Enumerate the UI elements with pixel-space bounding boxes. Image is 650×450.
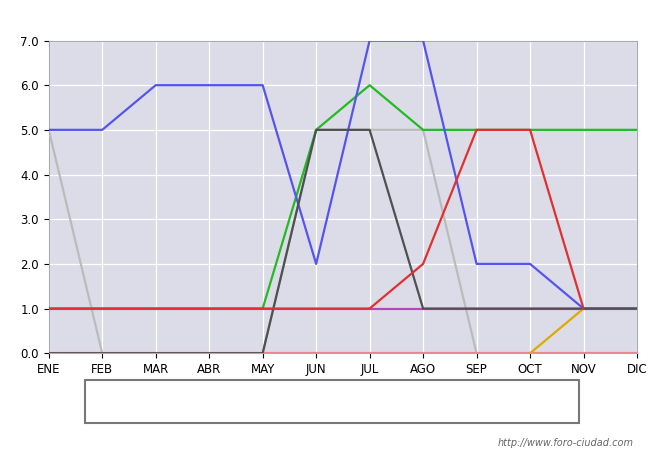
Text: 2017: 2017 <box>539 396 567 407</box>
Text: 2024: 2024 <box>107 396 135 407</box>
Text: 2021: 2021 <box>292 396 320 407</box>
Text: 2022: 2022 <box>230 396 258 407</box>
Text: Afiliados en Justel a 30/11/2024: Afiliados en Justel a 30/11/2024 <box>194 11 456 29</box>
Text: 2018: 2018 <box>477 396 505 407</box>
FancyBboxPatch shape <box>84 380 578 423</box>
Text: 2023: 2023 <box>168 396 196 407</box>
Text: 2020: 2020 <box>354 396 382 407</box>
Text: 2019: 2019 <box>415 396 443 407</box>
Text: http://www.foro-ciudad.com: http://www.foro-ciudad.com <box>498 438 634 448</box>
